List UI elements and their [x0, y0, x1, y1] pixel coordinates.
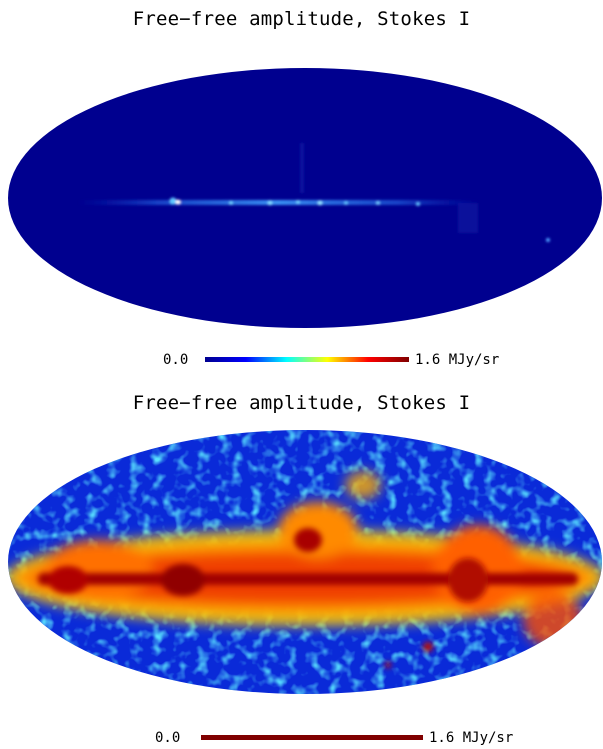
panel1-skymap	[8, 68, 602, 328]
panel2-skymap	[8, 430, 602, 694]
panel2-colorbar-gradient	[201, 735, 423, 740]
panel1-title: Free−free amplitude, Stokes I	[132, 8, 471, 30]
panel1-colorbar-gradient	[205, 357, 409, 362]
panel1-colorbar: 0.0 1.6 MJy/sr	[163, 350, 523, 370]
panel1-sky-ellipse	[8, 68, 602, 328]
panel2-colorbar-min: 0.0	[155, 730, 181, 746]
panel2-galactic-plane-core	[38, 528, 578, 668]
panel1-colorbar-min: 0.0	[163, 352, 189, 368]
panel2-colorbar: 0.0 1.6 MJy/sr	[155, 728, 535, 748]
panel1-galactic-plane	[78, 143, 550, 242]
panel2-title: Free−free amplitude, Stokes I	[132, 392, 471, 414]
panel2-colorbar-max: 1.6 MJy/sr	[429, 730, 514, 746]
panel1-colorbar-max: 1.6 MJy/sr	[415, 352, 500, 368]
